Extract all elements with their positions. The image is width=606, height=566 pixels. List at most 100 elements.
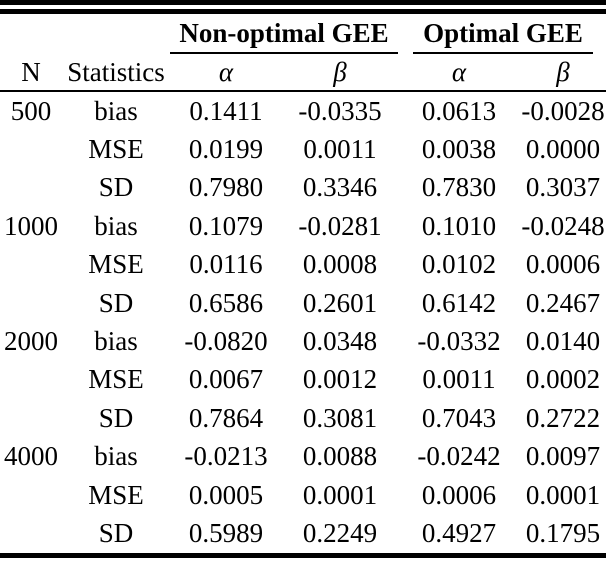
- cell-alpha-optimal: -0.0242: [417, 441, 501, 472]
- cell-n: [0, 284, 62, 322]
- cell-beta-optimal: 0.0002: [525, 364, 601, 395]
- cell-alpha-optimal: 0.1010: [421, 210, 497, 241]
- cell-beta-nonoptimal: -0.0281: [298, 210, 382, 241]
- cell-beta-optimal: 0.3037: [525, 172, 601, 203]
- cell-beta-nonoptimal: 0.0348: [302, 326, 378, 357]
- cell-alpha-nonoptimal: 0.7980: [188, 172, 264, 203]
- cell-alpha-nonoptimal: 0.6586: [188, 287, 264, 318]
- cell-beta-nonoptimal: 0.0008: [302, 249, 378, 280]
- cell-beta-optimal: -0.0028: [521, 95, 605, 126]
- cell-statistic: bias: [94, 95, 138, 126]
- col-header-n: N: [0, 54, 62, 92]
- cell-beta-optimal: 0.0097: [525, 441, 601, 472]
- cell-alpha-optimal: 0.7043: [421, 402, 497, 433]
- cell-alpha-optimal: 0.4927: [421, 517, 497, 548]
- table-row: SD 0.6586 0.2601 0.6142 0.2467: [0, 284, 606, 322]
- cell-n: [0, 514, 62, 552]
- cell-beta-optimal: 0.1795: [525, 517, 601, 548]
- cell-alpha-optimal: 0.0102: [421, 249, 497, 280]
- cell-statistic: SD: [98, 287, 134, 318]
- cell-alpha-nonoptimal: -0.0213: [184, 441, 268, 472]
- table-header: Non-optimal GEE Optimal GEE N Statistics…: [0, 14, 606, 92]
- top-double-rule: [0, 0, 606, 14]
- cell-statistic: SD: [98, 517, 134, 548]
- cell-statistic: bias: [94, 441, 138, 472]
- cell-beta-nonoptimal: 0.2249: [302, 517, 378, 548]
- cell-n: [0, 399, 62, 437]
- cell-beta-optimal: 0.0000: [525, 134, 601, 165]
- bottom-rule: [0, 552, 606, 558]
- cell-statistic: MSE: [88, 479, 144, 510]
- group-header-optimal-gee: Optimal GEE: [398, 14, 606, 54]
- cell-alpha-optimal: 0.0613: [421, 95, 497, 126]
- cell-n: [0, 246, 62, 284]
- cell-alpha-optimal: 0.0038: [421, 134, 497, 165]
- cell-n: 2000: [4, 326, 58, 357]
- cell-beta-nonoptimal: 0.3346: [302, 172, 378, 203]
- simulation-results-table: Non-optimal GEE Optimal GEE N Statistics…: [0, 14, 606, 553]
- cell-alpha-optimal: 0.6142: [421, 287, 497, 318]
- cell-statistic: MSE: [88, 364, 144, 395]
- cell-beta-nonoptimal: 0.0012: [302, 364, 378, 395]
- table-row: SD 0.5989 0.2249 0.4927 0.1795: [0, 514, 606, 552]
- cell-alpha-nonoptimal: 0.5989: [188, 517, 264, 548]
- cell-alpha-nonoptimal: -0.0820: [184, 326, 268, 357]
- cell-alpha-nonoptimal: 0.0005: [188, 479, 264, 510]
- cell-statistic: SD: [98, 172, 134, 203]
- cell-beta-optimal: -0.0248: [521, 210, 605, 241]
- cell-n: [0, 130, 62, 168]
- cell-n: [0, 476, 62, 514]
- cell-alpha-optimal: 0.7830: [421, 172, 497, 203]
- table-row: MSE 0.0005 0.0001 0.0006 0.0001: [0, 476, 606, 514]
- cell-alpha-nonoptimal: 0.0199: [188, 134, 264, 165]
- col-header-statistics: Statistics: [62, 54, 170, 92]
- group-header-spacer: [0, 14, 170, 54]
- cell-alpha-nonoptimal: 0.0067: [188, 364, 264, 395]
- col-header-alpha-optimal: α: [398, 54, 520, 92]
- cell-beta-optimal: 0.0001: [525, 479, 601, 510]
- cell-beta-nonoptimal: 0.3081: [302, 402, 378, 433]
- group-header-optimal-gee-label: Optimal GEE: [413, 20, 593, 54]
- cell-alpha-optimal: 0.0011: [422, 364, 496, 395]
- table-row: SD 0.7980 0.3346 0.7830 0.3037: [0, 169, 606, 207]
- cell-beta-nonoptimal: 0.0088: [302, 441, 378, 472]
- cell-beta-nonoptimal: 0.2601: [302, 287, 378, 318]
- group-header-row: Non-optimal GEE Optimal GEE: [0, 14, 606, 54]
- cell-beta-nonoptimal: 0.0001: [302, 479, 378, 510]
- cell-beta-optimal: 0.0006: [525, 249, 601, 280]
- table-row: 2000 bias -0.0820 0.0348 -0.0332 0.0140: [0, 322, 606, 360]
- cell-alpha-nonoptimal: 0.7864: [188, 402, 264, 433]
- cell-n: 500: [10, 95, 52, 126]
- table-body: 500 bias 0.1411 -0.0335 0.0613 -0.0028 MSE 0.01…: [0, 91, 606, 553]
- cell-alpha-optimal: -0.0332: [417, 326, 501, 357]
- cell-alpha-optimal: 0.0006: [421, 479, 497, 510]
- cell-n: [0, 169, 62, 207]
- cell-beta-nonoptimal: -0.0335: [298, 95, 382, 126]
- table-row: SD 0.7864 0.3081 0.7043 0.2722: [0, 399, 606, 437]
- cell-n: 4000: [4, 441, 58, 472]
- table-row: MSE 0.0199 0.0011 0.0038 0.0000: [0, 130, 606, 168]
- column-header-row: N Statistics α β α β: [0, 54, 606, 92]
- cell-statistic: bias: [94, 326, 138, 357]
- cell-beta-optimal: 0.0140: [525, 326, 601, 357]
- cell-statistic: MSE: [88, 249, 144, 280]
- cell-alpha-nonoptimal: 0.0116: [189, 249, 263, 280]
- table-row: MSE 0.0067 0.0012 0.0011 0.0002: [0, 361, 606, 399]
- cell-n: 1000: [4, 210, 58, 241]
- table-row: 4000 bias -0.0213 0.0088 -0.0242 0.0097: [0, 438, 606, 476]
- col-header-beta-nonoptimal: β: [282, 54, 398, 92]
- cell-alpha-nonoptimal: 0.1411: [189, 95, 263, 126]
- group-header-nonoptimal-gee-label: Non-optimal GEE: [170, 20, 398, 54]
- cell-n: [0, 361, 62, 399]
- col-header-beta-optimal: β: [520, 54, 606, 92]
- col-header-alpha-nonoptimal: α: [170, 54, 282, 92]
- cell-statistic: bias: [94, 210, 138, 241]
- table-row: 500 bias 0.1411 -0.0335 0.0613 -0.0028: [0, 91, 606, 130]
- cell-statistic: MSE: [88, 134, 144, 165]
- cell-beta-nonoptimal: 0.0011: [303, 134, 377, 165]
- table-row: 1000 bias 0.1079 -0.0281 0.1010 -0.0248: [0, 207, 606, 245]
- cell-beta-optimal: 0.2467: [525, 287, 601, 318]
- table-row: MSE 0.0116 0.0008 0.0102 0.0006: [0, 246, 606, 284]
- cell-statistic: SD: [98, 402, 134, 433]
